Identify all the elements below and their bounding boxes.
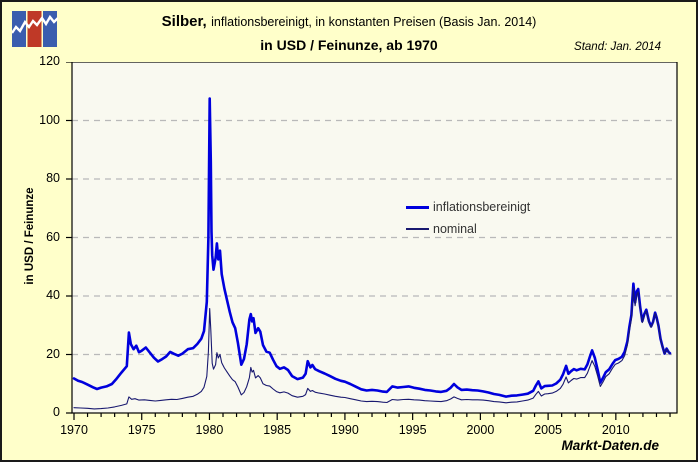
x-tick-label-2005: 2005 xyxy=(534,423,563,437)
x-tick-label-2000: 2000 xyxy=(466,423,495,437)
markt-daten-logo xyxy=(12,11,58,47)
legend-line-sample-adjusted xyxy=(406,205,429,209)
chart-title: Silber, inflationsbereinigt, in konstant… xyxy=(2,13,696,31)
legend-item-nominal: nominal xyxy=(406,218,530,240)
legend-line-sample-nominal xyxy=(406,228,429,230)
legend-label-nominal: nominal xyxy=(433,222,477,236)
y-tick-label-60: 60 xyxy=(46,229,60,244)
logo-zigzag-line-icon xyxy=(12,14,58,34)
y-tick-label-120: 120 xyxy=(39,54,60,68)
x-tick-label-1970: 1970 xyxy=(60,423,88,437)
y-tick-label-80: 80 xyxy=(46,171,60,185)
plot-area xyxy=(66,62,678,420)
title-product: Silber, xyxy=(161,13,207,30)
logo-bar-middle xyxy=(27,11,42,47)
x-tick-label-1985: 1985 xyxy=(263,423,292,437)
legend-label-adjusted: inflationsbereinigt xyxy=(433,200,531,214)
x-tick-label-1975: 1975 xyxy=(127,423,156,437)
y-tick-label-0: 0 xyxy=(53,405,60,419)
legend-item-inflationsbereinigt: inflationsbereinigt xyxy=(406,196,530,218)
y-tick-label-20: 20 xyxy=(46,346,60,361)
y-tick-label-40: 40 xyxy=(46,288,60,302)
branding-text: Markt-Daten.de xyxy=(561,438,659,453)
x-tick-label-1980: 1980 xyxy=(195,423,224,437)
series-line-nominal xyxy=(73,287,671,410)
x-tick-label-1995: 1995 xyxy=(398,423,427,437)
chart-subtitle: in USD / Feinunze, ab 1970 xyxy=(260,37,438,53)
as-of-note: Stand: Jan. 2014 xyxy=(574,41,661,53)
title-descriptor: inflationsbereinigt, in konstanten Preis… xyxy=(211,15,537,29)
x-tick-label-2010: 2010 xyxy=(601,423,630,437)
x-tick-label-1990: 1990 xyxy=(331,423,359,437)
y-tick-label-100: 100 xyxy=(39,112,60,127)
legend: inflationsbereinigt nominal xyxy=(406,196,530,240)
series-line-inflationsbereinigt xyxy=(72,97,672,398)
